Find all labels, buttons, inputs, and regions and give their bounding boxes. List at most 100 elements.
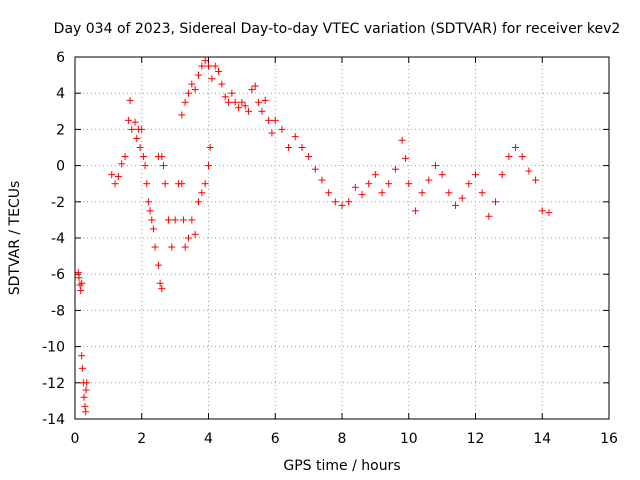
data-point [371, 171, 379, 179]
data-point [338, 201, 346, 209]
data-point [184, 89, 192, 97]
data-point [228, 89, 236, 97]
data-point [512, 144, 520, 151]
data-point [268, 129, 276, 137]
data-point [345, 198, 353, 206]
data-point [265, 116, 273, 124]
data-point [498, 171, 506, 179]
data-point [156, 279, 164, 287]
y-tick-label: -4 [51, 231, 65, 247]
data-point [291, 133, 299, 141]
chart-title: Day 034 of 2023, Sidereal Day-to-day VTE… [54, 21, 621, 37]
y-tick-label: -12 [42, 376, 65, 392]
data-point [75, 274, 83, 282]
data-point [255, 98, 263, 106]
data-point [139, 153, 147, 161]
data-point [351, 183, 359, 191]
data-point [201, 180, 209, 188]
data-point [485, 212, 493, 220]
x-tick-label: 16 [600, 431, 618, 447]
data-point [218, 80, 226, 88]
data-point [154, 261, 162, 269]
y-tick-label: -10 [42, 340, 65, 356]
data-point [83, 379, 91, 387]
data-point [241, 102, 249, 110]
data-point [151, 243, 159, 251]
data-point [76, 281, 84, 289]
data-point [82, 386, 90, 394]
data-point [78, 352, 86, 360]
data-point [231, 98, 239, 106]
data-point [235, 104, 243, 112]
data-point [181, 243, 189, 251]
data-points [74, 57, 553, 416]
data-point [168, 243, 176, 251]
x-tick-label: 4 [204, 431, 213, 447]
data-point [111, 180, 119, 188]
data-point [198, 189, 206, 197]
data-point [311, 165, 319, 173]
data-point [492, 198, 500, 206]
data-point [126, 96, 134, 104]
data-point [318, 176, 326, 184]
data-point [472, 171, 479, 179]
data-point [298, 144, 306, 151]
data-point [365, 180, 373, 188]
data-point [418, 189, 426, 197]
data-point [201, 57, 209, 65]
data-point [411, 207, 419, 215]
y-tick-label: 0 [56, 159, 65, 175]
x-axis-label: GPS time / hours [283, 458, 400, 474]
data-point [74, 268, 82, 276]
y-tick-label: 4 [56, 86, 65, 102]
data-point [261, 96, 269, 104]
data-point [158, 285, 166, 293]
data-point [505, 153, 513, 161]
data-point [148, 216, 156, 224]
data-point [391, 165, 399, 173]
data-point [82, 408, 90, 416]
data-point [251, 82, 259, 90]
data-point [431, 162, 439, 170]
data-point [285, 144, 293, 151]
data-point [179, 216, 187, 224]
data-point [143, 180, 151, 188]
data-point [331, 198, 339, 206]
data-point [405, 180, 413, 188]
x-tick-label: 10 [400, 431, 418, 447]
data-point [136, 144, 144, 151]
plot-frame [74, 56, 610, 420]
y-tick-label: 6 [56, 50, 65, 66]
data-point [478, 189, 486, 197]
data-point [378, 189, 386, 197]
data-point [181, 98, 189, 106]
y-axis-tick-labels: 6 4 2 0 -2 -4 -6 -8 -10 -12 -14 [42, 50, 65, 428]
data-point [198, 62, 206, 70]
data-point [194, 198, 202, 206]
x-tick-label: 0 [71, 431, 80, 447]
data-point [225, 98, 233, 106]
data-point [191, 86, 199, 94]
data-point [78, 364, 86, 372]
data-point [278, 125, 286, 133]
data-point [141, 162, 149, 170]
data-point [271, 116, 279, 124]
data-point [146, 207, 154, 215]
data-point [358, 191, 366, 199]
data-point [108, 171, 116, 179]
data-point [164, 216, 172, 224]
data-point [206, 144, 214, 151]
data-point [205, 162, 212, 170]
data-point [445, 189, 453, 197]
y-tick-label: -6 [51, 267, 65, 283]
data-point [124, 116, 132, 124]
data-point [545, 209, 553, 217]
y-tick-label: -2 [51, 195, 65, 211]
data-point [128, 125, 136, 133]
data-point [248, 86, 256, 94]
data-point [80, 393, 88, 401]
data-point [245, 107, 253, 115]
data-point [194, 71, 202, 79]
x-tick-label: 6 [271, 431, 280, 447]
